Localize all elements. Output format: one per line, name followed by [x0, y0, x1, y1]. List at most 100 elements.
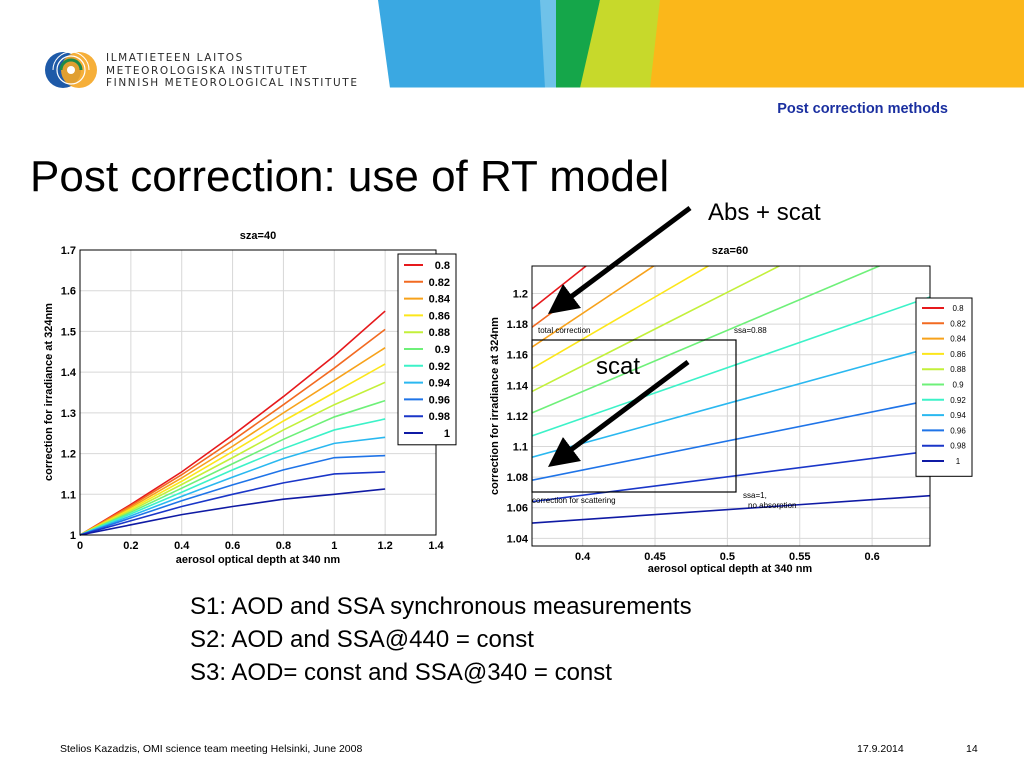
legend-label: 0.8 — [435, 260, 450, 272]
x-tick-label: 1.4 — [428, 540, 444, 552]
x-tick-label: 0 — [77, 540, 83, 552]
legend-label: 0.94 — [950, 411, 966, 420]
y-tick-label: 1.06 — [507, 503, 528, 515]
legend-label: 0.92 — [429, 361, 450, 373]
banner-shape-lime — [580, 0, 676, 88]
legend-label: 0.82 — [429, 277, 450, 289]
y-tick-label: 1.1 — [513, 442, 528, 454]
y-tick-label: 1 — [70, 530, 76, 542]
annotation-total-correction: total correction — [538, 326, 590, 335]
legend-label: 0.98 — [950, 442, 966, 451]
series-line-0.8 — [79, 310, 386, 536]
series-line-0.84 — [532, 266, 656, 348]
x-tick-label: 0.6 — [864, 551, 879, 563]
series-line-0.96 — [79, 454, 386, 536]
point-s3: S3: AOD= const and SSA@340 = const — [190, 659, 612, 686]
banner-shape-green — [556, 0, 600, 88]
slide-title: Post correction: use of RT model — [30, 152, 670, 201]
series-line-0.86 — [79, 363, 386, 536]
series-line-0.92 — [532, 296, 930, 437]
legend-label: 0.86 — [429, 310, 450, 322]
legend-label: 1 — [956, 457, 961, 466]
series-line-0.88 — [532, 266, 782, 393]
legend-label: 0.9 — [952, 381, 964, 390]
legend-label: 0.92 — [950, 396, 966, 405]
bullet-points: S1: AOD and SSA synchronous measurements… — [190, 590, 692, 689]
y-tick-label: 1.08 — [507, 472, 528, 484]
logo-line-2: METEOROLOGISKA INSTITUTET — [106, 64, 309, 77]
logo-line-1: ILMATIETEEN LAITOS — [106, 52, 244, 64]
section-label: Post correction methods — [777, 101, 948, 117]
y-tick-label: 1.2 — [61, 449, 76, 461]
legend-label: 1 — [444, 428, 450, 440]
annotation-ssa-088: ssa=0.88 — [734, 326, 767, 335]
annotation-correction-scattering: correction for scattering — [532, 496, 616, 505]
legend-label: 0.8 — [952, 304, 964, 313]
y-tick-label: 1.12 — [507, 411, 528, 423]
series-line-0.84 — [79, 347, 386, 536]
series-line-0.94 — [532, 347, 930, 459]
point-s1: S1: AOD and SSA synchronous measurements — [190, 593, 692, 620]
legend-label: 0.84 — [429, 294, 451, 306]
footer-page: 14 — [966, 743, 978, 755]
logo-line-3: FINNISH METEOROLOGICAL INSTITUTE — [106, 77, 359, 89]
x-tick-label: 0.2 — [123, 540, 138, 552]
chart-sza60: total correction ssa=0.88 correction for… — [489, 245, 973, 575]
series-line-1 — [79, 488, 386, 536]
legend-label: 0.86 — [950, 350, 966, 359]
y-tick-label: 1.14 — [507, 380, 529, 392]
series-line-0.9 — [79, 399, 386, 536]
arrows-overlay — [547, 205, 692, 467]
legend-label: 0.88 — [950, 365, 966, 374]
series-line-0.98 — [532, 450, 930, 503]
footer-date: 17.9.2014 — [857, 743, 904, 755]
series-line-0.94 — [79, 436, 386, 536]
y-tick-label: 1.6 — [61, 286, 76, 298]
y-tick-label: 1.1 — [61, 489, 76, 501]
legend-label: 0.9 — [435, 344, 450, 356]
legend-label: 0.82 — [950, 319, 966, 328]
x-tick-label: 1 — [331, 540, 337, 552]
y-tick-label: 1.4 — [61, 367, 77, 379]
legend-label: 0.96 — [950, 426, 966, 435]
legend-label: 0.94 — [429, 378, 451, 390]
y-tick-label: 1.16 — [507, 350, 528, 362]
y-tick-label: 1.18 — [507, 319, 528, 331]
legend-label: 0.88 — [429, 327, 450, 339]
y-tick-label: 1.7 — [61, 245, 76, 257]
chart-title: sza=40 — [240, 230, 276, 242]
series-line-0.82 — [79, 328, 386, 536]
x-tick-label: 0.8 — [276, 540, 291, 552]
y-tick-label: 1.5 — [61, 326, 76, 338]
series-line-1 — [532, 494, 930, 524]
banner-shape-yellow — [650, 0, 1024, 88]
series-line-0.88 — [79, 381, 386, 536]
series-line-0.86 — [532, 266, 710, 370]
annotation-scat: scat — [596, 353, 641, 380]
annotation-no-absorption: no absorption — [748, 501, 796, 510]
y-axis-label: correction for irradiance at 324nm — [489, 317, 501, 495]
chart-sza40: 0 0.2 0.4 0.6 0.8 1 1.2 1.4 1 1.1 1.2 1.3 1.4 1.5 1.6 1… — [43, 230, 457, 566]
footer-author: Stelios Kazadzis, OMI science team meeti… — [60, 743, 363, 755]
y-tick-label: 1.04 — [507, 533, 529, 545]
header-banner — [0, 0, 1024, 89]
x-tick-label: 0.55 — [789, 551, 810, 563]
legend-label: 0.98 — [429, 411, 450, 423]
chart-title: sza=60 — [712, 245, 748, 257]
series-line-0.98 — [79, 471, 386, 536]
point-s2: S2: AOD and SSA@440 = const — [190, 626, 534, 653]
x-axis-label: aerosol optical depth at 340 nm — [648, 563, 813, 575]
fmi-logo-icon — [45, 51, 97, 88]
banner-shape-blue — [378, 0, 560, 88]
x-axis-label: aerosol optical depth at 340 nm — [176, 554, 341, 566]
y-axis-label: correction for irradiance at 324nm — [43, 303, 55, 481]
annotation-abs-scat: Abs + scat — [708, 199, 821, 226]
arrow-abs-scat — [547, 205, 692, 314]
y-tick-label: 1.2 — [513, 289, 528, 301]
series-line-0.92 — [79, 418, 386, 536]
arrow-scat — [548, 360, 690, 467]
logo-text: ILMATIETEEN LAITOS METEOROLOGISKA INSTIT… — [106, 52, 359, 90]
plot-frame — [79, 249, 437, 536]
legend-label: 0.84 — [950, 335, 966, 344]
x-tick-label: 0.6 — [225, 540, 240, 552]
